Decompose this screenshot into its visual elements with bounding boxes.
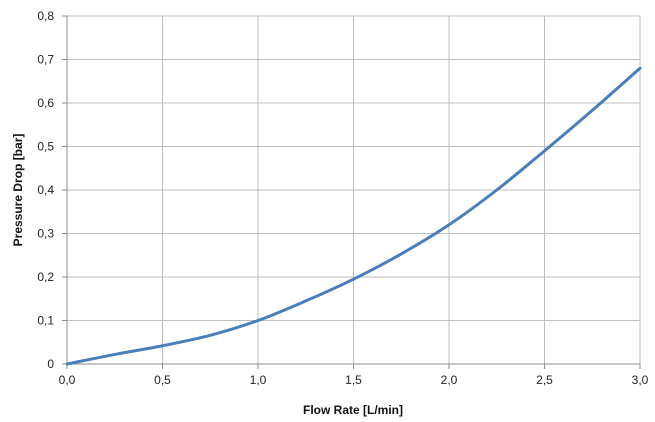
x-tick-label: 0,5 [154, 373, 171, 387]
series-layer [65, 66, 642, 366]
y-tick-label: 0,5 [37, 140, 54, 154]
x-tick-label: 2,0 [441, 373, 458, 387]
x-tick-label: 1,0 [250, 373, 267, 387]
x-axis-title: Flow Rate [L/min] [303, 403, 403, 417]
y-tick-label: 0,1 [37, 314, 54, 328]
x-tick-label: 0,0 [59, 373, 76, 387]
y-tick-label: 0,3 [37, 227, 54, 241]
x-tick-label: 1,5 [345, 373, 362, 387]
x-tick-label: 2,5 [536, 373, 553, 387]
y-tick-label: 0 [47, 357, 54, 371]
y-tick-label: 0,4 [37, 183, 54, 197]
x-tick-label: 3,0 [632, 373, 649, 387]
series-line [65, 66, 642, 366]
y-tick-label: 0,2 [37, 270, 54, 284]
y-tick-label: 0,7 [37, 53, 54, 67]
y-tick-label: 0,6 [37, 96, 54, 110]
y-tick-label: 0,8 [37, 9, 54, 23]
tick-labels: 0,0 0,5 1,0 1,5 2,0 2,5 3,0 0 0,1 0,2 0,3 0,4 0,5 0,6… [37, 9, 648, 387]
grid-layer [62, 15, 641, 369]
y-axis-title: Pressure Drop [bar] [11, 134, 25, 247]
